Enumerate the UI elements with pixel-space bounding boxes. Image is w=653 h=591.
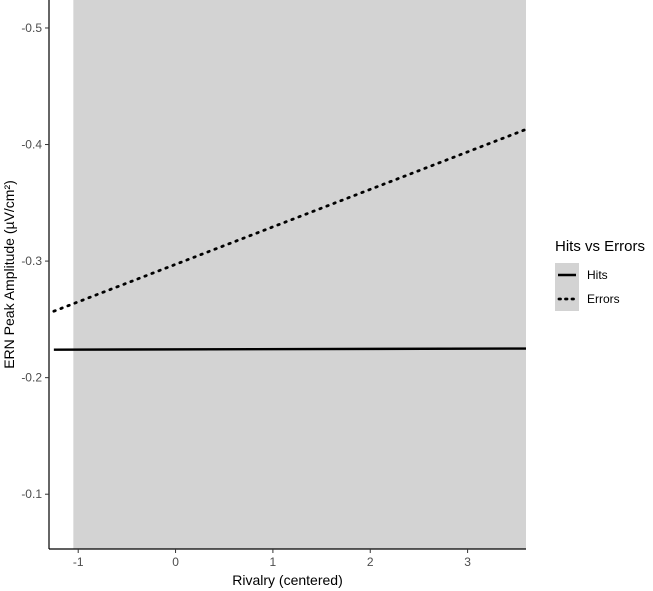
x-axis-title: Rivalry (centered) — [232, 572, 342, 588]
y-tick-label: -0.5 — [21, 21, 42, 35]
series-line-hits — [53, 347, 527, 351]
y-tick-label: -0.4 — [21, 138, 42, 152]
y-axis-title: ERN Peak Amplitude (µV/cm²) — [1, 180, 17, 369]
legend: Hits vs Errors Hits Errors — [555, 238, 645, 311]
axes: -1 0 1 2 3 -0.1 -0.2 -0.3 -0.4 -0.5 — [21, 0, 526, 569]
plot-area — [52, 0, 528, 549]
y-tick-label: -0.2 — [21, 371, 42, 385]
x-tick-label: -1 — [73, 555, 84, 569]
x-tick-label: 3 — [464, 555, 471, 569]
x-tick-label: 1 — [270, 555, 277, 569]
legend-label-hits: Hits — [587, 268, 608, 282]
x-tick-label: 0 — [172, 555, 179, 569]
legend-label-errors: Errors — [587, 292, 620, 306]
y-tick-label: -0.3 — [21, 254, 42, 268]
series-line-errors — [52, 127, 528, 313]
shaded-region — [73, 0, 526, 549]
x-tick-label: 2 — [367, 555, 374, 569]
legend-title: Hits vs Errors — [555, 238, 645, 255]
y-tick-label: -0.1 — [21, 487, 42, 501]
